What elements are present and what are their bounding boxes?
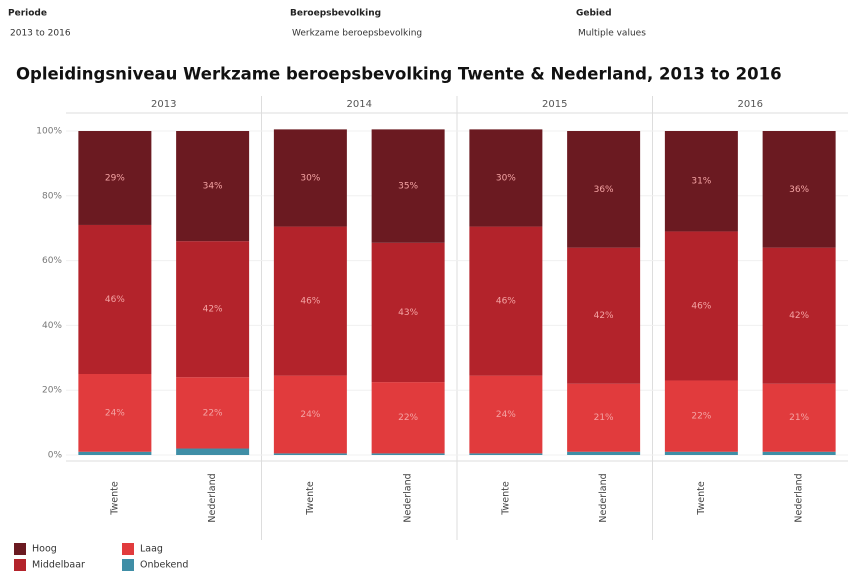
y-tick-label: 80% xyxy=(42,191,62,201)
legend-swatch xyxy=(14,559,26,571)
filter-value[interactable]: Werkzame beroepsbevolking xyxy=(292,29,422,39)
legend-label: Onbekend xyxy=(140,560,188,571)
y-tick-label: 20% xyxy=(42,386,62,396)
bar-segment xyxy=(567,383,641,452)
value-label: 34% xyxy=(203,182,223,192)
bar-segment xyxy=(762,247,836,384)
x-tick-label: Nederland xyxy=(403,473,414,522)
bar-segment xyxy=(664,380,738,452)
bar-segment xyxy=(78,374,152,452)
bar-segment xyxy=(762,131,836,248)
bar-segment xyxy=(567,131,641,248)
legend-swatch xyxy=(122,543,134,555)
bar-segment xyxy=(273,453,347,455)
value-label: 21% xyxy=(594,413,614,423)
value-label: 29% xyxy=(105,173,125,183)
bar-segment xyxy=(664,131,738,232)
bar-segment xyxy=(371,242,445,383)
value-label: 46% xyxy=(300,297,320,307)
y-tick-label: 60% xyxy=(42,256,62,266)
bar-segment xyxy=(762,383,836,452)
value-label: 22% xyxy=(398,413,418,423)
bar-segment xyxy=(78,131,152,225)
x-tick-label: Twente xyxy=(109,481,120,516)
group-header: 2015 xyxy=(542,99,567,110)
x-tick-label: Twente xyxy=(305,481,316,516)
x-tick-label: Nederland xyxy=(207,473,218,522)
bar-segment xyxy=(664,451,738,455)
value-label: 24% xyxy=(105,408,125,418)
y-tick-label: 100% xyxy=(36,127,62,137)
legend-swatch xyxy=(122,559,134,571)
value-label: 46% xyxy=(105,295,125,305)
value-label: 30% xyxy=(300,173,320,183)
value-label: 31% xyxy=(691,177,711,187)
bar-segment xyxy=(176,448,250,455)
bar-segment xyxy=(176,377,250,449)
bar-segment xyxy=(273,375,347,454)
legend-swatch xyxy=(14,543,26,555)
value-label: 22% xyxy=(203,408,223,418)
filter-label: Gebied xyxy=(576,9,612,19)
value-label: 24% xyxy=(496,410,516,420)
bar-segment xyxy=(469,129,543,227)
filter-label: Periode xyxy=(8,9,47,19)
group-header: 2016 xyxy=(738,99,763,110)
bar-segment xyxy=(469,453,543,455)
value-label: 36% xyxy=(594,185,614,195)
value-label: 46% xyxy=(691,301,711,311)
bar-segment xyxy=(273,129,347,227)
chart-title: Opleidingsniveau Werkzame beroepsbevolki… xyxy=(16,65,782,84)
value-label: 46% xyxy=(496,297,516,307)
legend-label: Middelbaar xyxy=(32,560,85,571)
bar-segment xyxy=(176,131,250,242)
bar-segment xyxy=(78,451,152,455)
bar-segment xyxy=(567,247,641,384)
y-tick-label: 0% xyxy=(48,451,63,461)
x-tick-label: Nederland xyxy=(794,473,805,522)
value-label: 22% xyxy=(691,412,711,422)
legend-label: Laag xyxy=(140,544,163,555)
value-label: 42% xyxy=(203,305,223,315)
bar-segment xyxy=(762,451,836,455)
x-tick-label: Twente xyxy=(696,481,707,516)
value-label: 43% xyxy=(398,308,418,318)
value-label: 21% xyxy=(789,413,809,423)
filter-value[interactable]: 2013 to 2016 xyxy=(10,29,71,39)
value-label: 35% xyxy=(398,182,418,192)
value-label: 36% xyxy=(789,185,809,195)
value-label: 42% xyxy=(594,311,614,321)
bar-segment xyxy=(371,129,445,243)
bar-segment xyxy=(371,382,445,454)
bar-segment xyxy=(371,453,445,455)
x-tick-label: Twente xyxy=(500,481,511,516)
filter-value[interactable]: Multiple values xyxy=(578,29,646,39)
bar-segment xyxy=(78,224,152,374)
value-label: 42% xyxy=(789,311,809,321)
y-tick-label: 40% xyxy=(42,321,62,331)
group-header: 2013 xyxy=(151,99,176,110)
bar-segment xyxy=(273,226,347,376)
filter-label: Beroepsbevolking xyxy=(290,9,381,19)
x-tick-label: Nederland xyxy=(598,473,609,522)
value-label: 24% xyxy=(300,410,320,420)
bar-segment xyxy=(176,241,250,378)
group-header: 2014 xyxy=(347,99,372,110)
bar-segment xyxy=(469,375,543,454)
value-label: 30% xyxy=(496,173,516,183)
bar-segment xyxy=(664,231,738,381)
legend-label: Hoog xyxy=(32,544,57,555)
bar-segment xyxy=(469,226,543,376)
bar-segment xyxy=(567,451,641,455)
